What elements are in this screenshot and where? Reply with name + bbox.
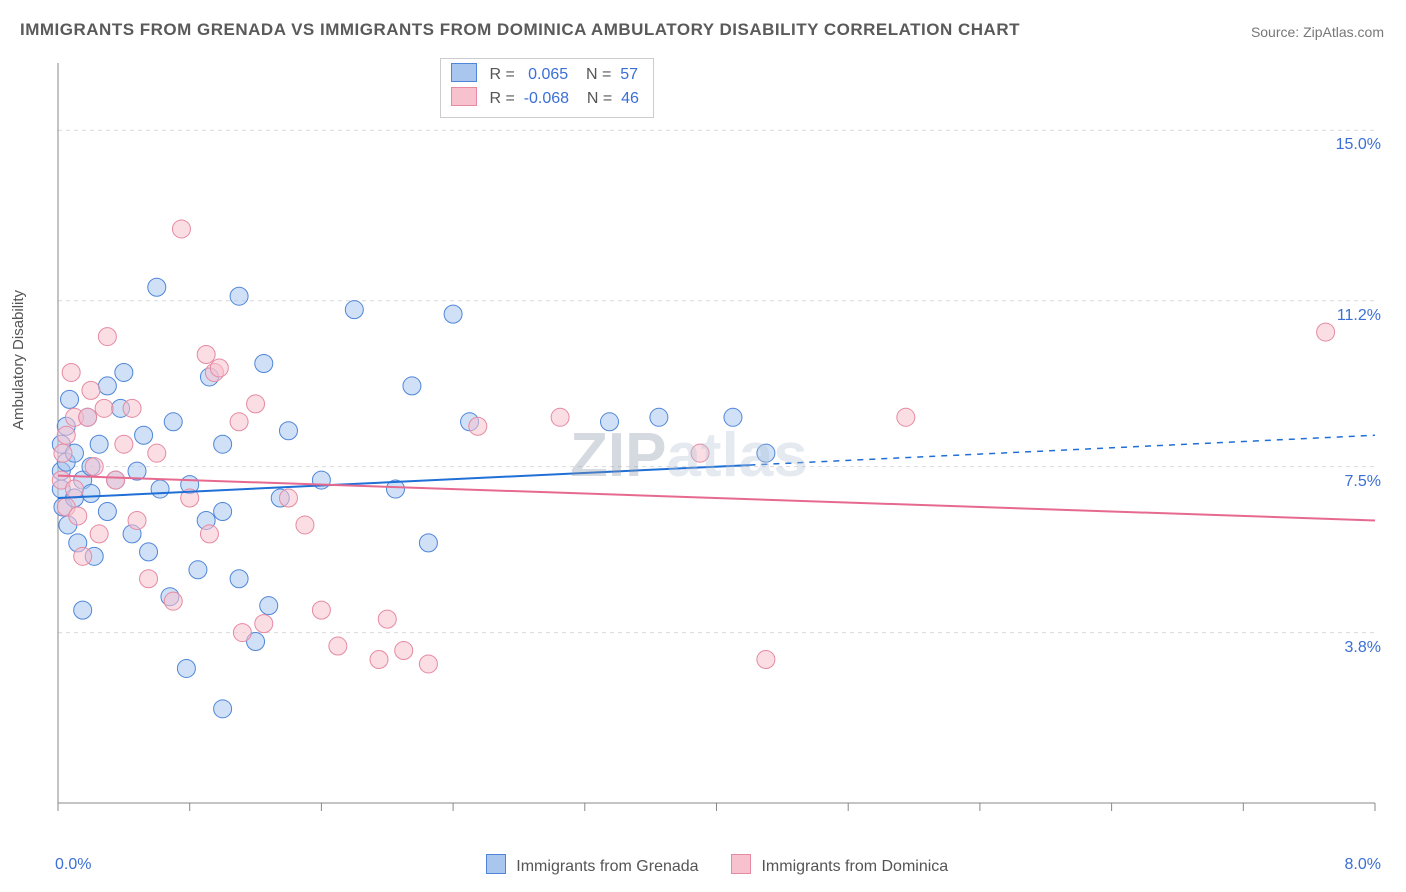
r-value-dominica: -0.068 (524, 90, 569, 107)
n-value-grenada: 57 (620, 66, 638, 83)
legend-label-dominica: Immigrants from Dominica (761, 858, 948, 875)
stats-legend: R = 0.065 N = 57 R = -0.068 N = 46 (440, 58, 654, 118)
y-tick-label: 7.5% (1345, 473, 1381, 491)
swatch-blue-icon (451, 63, 477, 82)
legend-label-grenada: Immigrants from Grenada (516, 858, 698, 875)
swatch-pink-icon (451, 87, 477, 106)
y-axis-label: Ambulatory Disability (10, 290, 27, 430)
y-tick-label: 3.8% (1345, 639, 1381, 657)
y-tick-label: 15.0% (1336, 136, 1381, 154)
swatch-pink-icon (731, 854, 751, 874)
swatch-blue-icon (486, 854, 506, 874)
chart-title: IMMIGRANTS FROM GRENADA VS IMMIGRANTS FR… (20, 20, 1020, 40)
source-attribution: Source: ZipAtlas.com (1251, 24, 1384, 40)
plot-svg (50, 55, 1385, 825)
scatter-plot (50, 55, 1385, 825)
n-label: N = (587, 90, 612, 107)
series-legend: Immigrants from Grenada Immigrants from … (0, 854, 1406, 876)
y-tick-label: 11.2% (1337, 307, 1381, 325)
stats-row-dominica: R = -0.068 N = 46 (451, 87, 639, 111)
r-label: R = (489, 66, 514, 83)
r-label: R = (489, 90, 514, 107)
n-label: N = (586, 66, 611, 83)
r-value-grenada: 0.065 (528, 66, 568, 83)
stats-row-grenada: R = 0.065 N = 57 (451, 63, 639, 87)
n-value-dominica: 46 (621, 90, 639, 107)
